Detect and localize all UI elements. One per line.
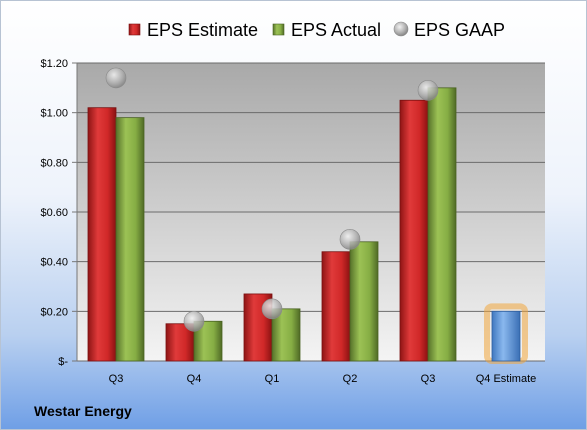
legend-label-gaap: EPS GAAP bbox=[414, 20, 505, 40]
bar-eps-estimate-0 bbox=[87, 107, 117, 362]
y-tick-label-2: $0.40 bbox=[40, 257, 68, 269]
x-tick-label-2: Q1 bbox=[265, 373, 280, 385]
bar-eps-actual-3 bbox=[349, 241, 379, 362]
bubble-eps-gaap-1 bbox=[183, 310, 205, 332]
legend-label-estimate: EPS Estimate bbox=[147, 20, 258, 40]
legend-marker-actual bbox=[272, 23, 285, 36]
legend-label-actual: EPS Actual bbox=[291, 20, 381, 40]
bubble-eps-gaap-2 bbox=[261, 298, 283, 320]
y-tick-label-5: $1.00 bbox=[40, 108, 68, 120]
x-tick-label-0: Q3 bbox=[109, 373, 124, 385]
y-tick-label-3: $0.60 bbox=[40, 207, 68, 219]
y-tick-label-1: $0.20 bbox=[40, 306, 68, 318]
x-tick-label-3: Q2 bbox=[343, 373, 358, 385]
legend-marker-gaap bbox=[393, 21, 409, 37]
x-tick-label-4: Q3 bbox=[421, 373, 436, 385]
x-tick-label-5: Q4 Estimate bbox=[476, 373, 537, 385]
y-tick-label-6: $1.20 bbox=[40, 58, 68, 70]
bubble-eps-gaap-4 bbox=[417, 80, 439, 101]
bar-q4-estimate bbox=[491, 310, 521, 362]
company-name: Westar Energy bbox=[34, 403, 132, 419]
legend-marker-estimate bbox=[128, 23, 141, 36]
bar-eps-estimate-4 bbox=[399, 99, 429, 362]
bubble-eps-gaap-3 bbox=[339, 229, 361, 250]
bar-eps-actual-0 bbox=[115, 117, 145, 362]
bar-eps-estimate-3 bbox=[321, 251, 351, 362]
bar-eps-actual-4 bbox=[427, 87, 457, 362]
bubble-eps-gaap-0 bbox=[105, 67, 127, 89]
y-tick-label-0: $- bbox=[58, 356, 68, 368]
y-tick-label-4: $0.80 bbox=[40, 157, 68, 169]
x-tick-label-1: Q4 bbox=[187, 373, 202, 385]
